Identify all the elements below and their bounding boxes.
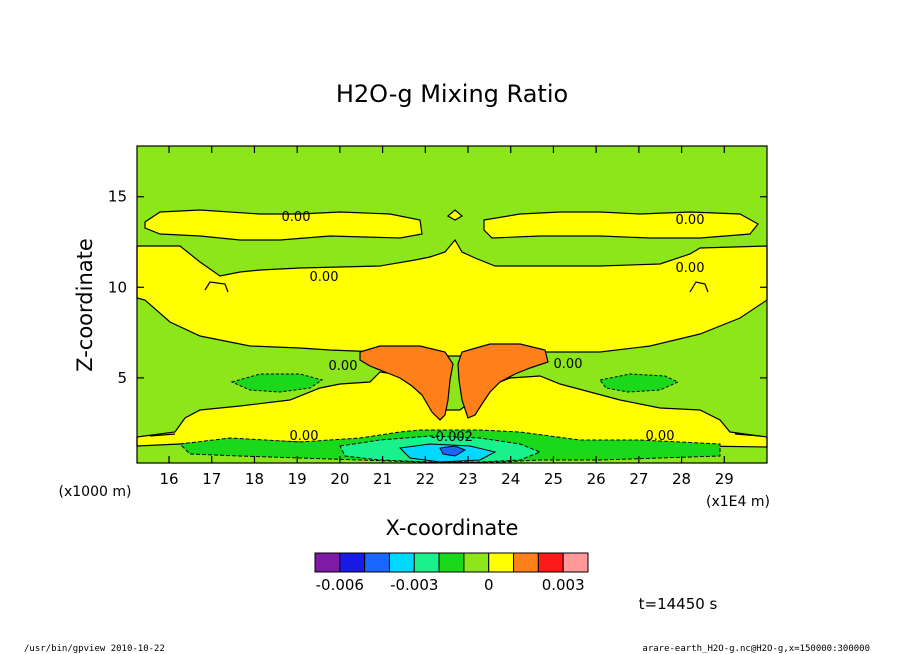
plot-area: 0.00 0.00 0.00 0.00 0.00 0.00 0.00 0.00 -0.002 bbox=[136, 145, 768, 464]
x-tick-label: 17 bbox=[202, 470, 221, 488]
x-axis-unit: (x1E4 m) bbox=[706, 494, 770, 510]
chart-title: H2O-g Mixing Ratio bbox=[336, 80, 568, 108]
colorbar-swatch bbox=[364, 552, 390, 573]
green-patch-left bbox=[230, 373, 324, 393]
orange-regions bbox=[359, 343, 549, 421]
contour-label: 0.00 bbox=[310, 270, 339, 285]
x-tick-label: 18 bbox=[245, 470, 264, 488]
contour-label: 0.00 bbox=[329, 359, 358, 374]
contour-label: 0.00 bbox=[554, 357, 583, 372]
contour-line-thin-2 bbox=[734, 433, 761, 437]
colorbar-swatch bbox=[388, 552, 415, 573]
contour-line-small-2 bbox=[689, 281, 709, 293]
time-label: t=14450 s bbox=[639, 595, 718, 613]
footer-left: /usr/bin/gpview 2010-10-22 bbox=[24, 644, 165, 654]
contour-line-thin-1 bbox=[149, 433, 176, 437]
x-axis-label: X-coordinate bbox=[386, 516, 519, 540]
colorbar-tick-labels: -0.006 -0.003 0 0.003 bbox=[316, 576, 585, 594]
x-tick-label: 25 bbox=[544, 470, 563, 488]
x-tick-label: 21 bbox=[373, 470, 392, 488]
y-tick-label: 5 bbox=[117, 369, 127, 387]
blue-core bbox=[439, 445, 467, 457]
contour-label: 0.00 bbox=[282, 210, 311, 225]
y-axis-label: Z-coordinate bbox=[73, 238, 97, 372]
x-tick-label: 26 bbox=[587, 470, 606, 488]
x-tick-label: 20 bbox=[330, 470, 349, 488]
contour-label: -0.002 bbox=[431, 430, 473, 445]
contour-line-small-1 bbox=[204, 281, 229, 293]
contour-lines bbox=[149, 281, 761, 437]
yellow-blob-peak bbox=[446, 209, 464, 221]
low-level-structure bbox=[178, 373, 721, 463]
colorbar-tick-label: 0.003 bbox=[542, 576, 585, 594]
plot-frame bbox=[136, 145, 768, 464]
y-axis-unit: (x1000 m) bbox=[59, 484, 132, 500]
colorbar-swatch bbox=[413, 552, 440, 573]
colorbar-swatch bbox=[562, 552, 589, 573]
green-patch-right bbox=[599, 373, 680, 393]
footer-right: arare-earth_H2O-g.nc@H2O-g,x=150000:3000… bbox=[642, 644, 870, 654]
colorbar-swatch bbox=[339, 552, 366, 573]
colorbar-swatch bbox=[438, 552, 465, 573]
colorbar-swatch bbox=[314, 552, 341, 573]
x-tick-label: 16 bbox=[159, 470, 178, 488]
orange-region-right bbox=[457, 343, 549, 419]
x-tick-label: 19 bbox=[288, 470, 307, 488]
colorbar-swatch bbox=[537, 552, 564, 573]
y-tick-label: 15 bbox=[108, 188, 127, 206]
contour-label: 0.00 bbox=[676, 213, 705, 228]
colorbar-tick-label: 0 bbox=[484, 576, 494, 594]
colorbar-swatch bbox=[488, 552, 515, 573]
x-tick-label: 28 bbox=[672, 470, 691, 488]
x-tick-label: 24 bbox=[501, 470, 520, 488]
colorbar-swatch bbox=[513, 552, 539, 573]
yellow-upper-band bbox=[136, 238, 768, 357]
yellow-regions bbox=[136, 209, 768, 448]
colorbar-swatch bbox=[463, 552, 490, 573]
x-tick-label: 23 bbox=[458, 470, 477, 488]
contour-label: 0.00 bbox=[646, 429, 675, 444]
y-tick-label: 10 bbox=[108, 278, 127, 296]
x-tick-label: 29 bbox=[715, 470, 734, 488]
colorbar-tick-label: -0.003 bbox=[390, 576, 438, 594]
colorbar bbox=[314, 552, 589, 573]
yellow-cloud-top bbox=[144, 209, 423, 241]
x-axis-ticks: 16 17 18 19 20 21 22 23 24 25 26 27 28 29 bbox=[159, 146, 734, 488]
y-axis-ticks: 5 10 15 bbox=[108, 188, 767, 387]
x-tick-label: 27 bbox=[629, 470, 648, 488]
orange-region-left bbox=[359, 345, 454, 421]
yellow-cloud-top-right bbox=[483, 211, 759, 239]
colorbar-tick-label: -0.006 bbox=[316, 576, 364, 594]
contour-labels: 0.00 0.00 0.00 0.00 0.00 0.00 0.00 0.00 -0.002 bbox=[282, 210, 705, 445]
contour-label: 0.00 bbox=[290, 429, 319, 444]
x-tick-label: 22 bbox=[416, 470, 435, 488]
contour-label: 0.00 bbox=[676, 261, 705, 276]
